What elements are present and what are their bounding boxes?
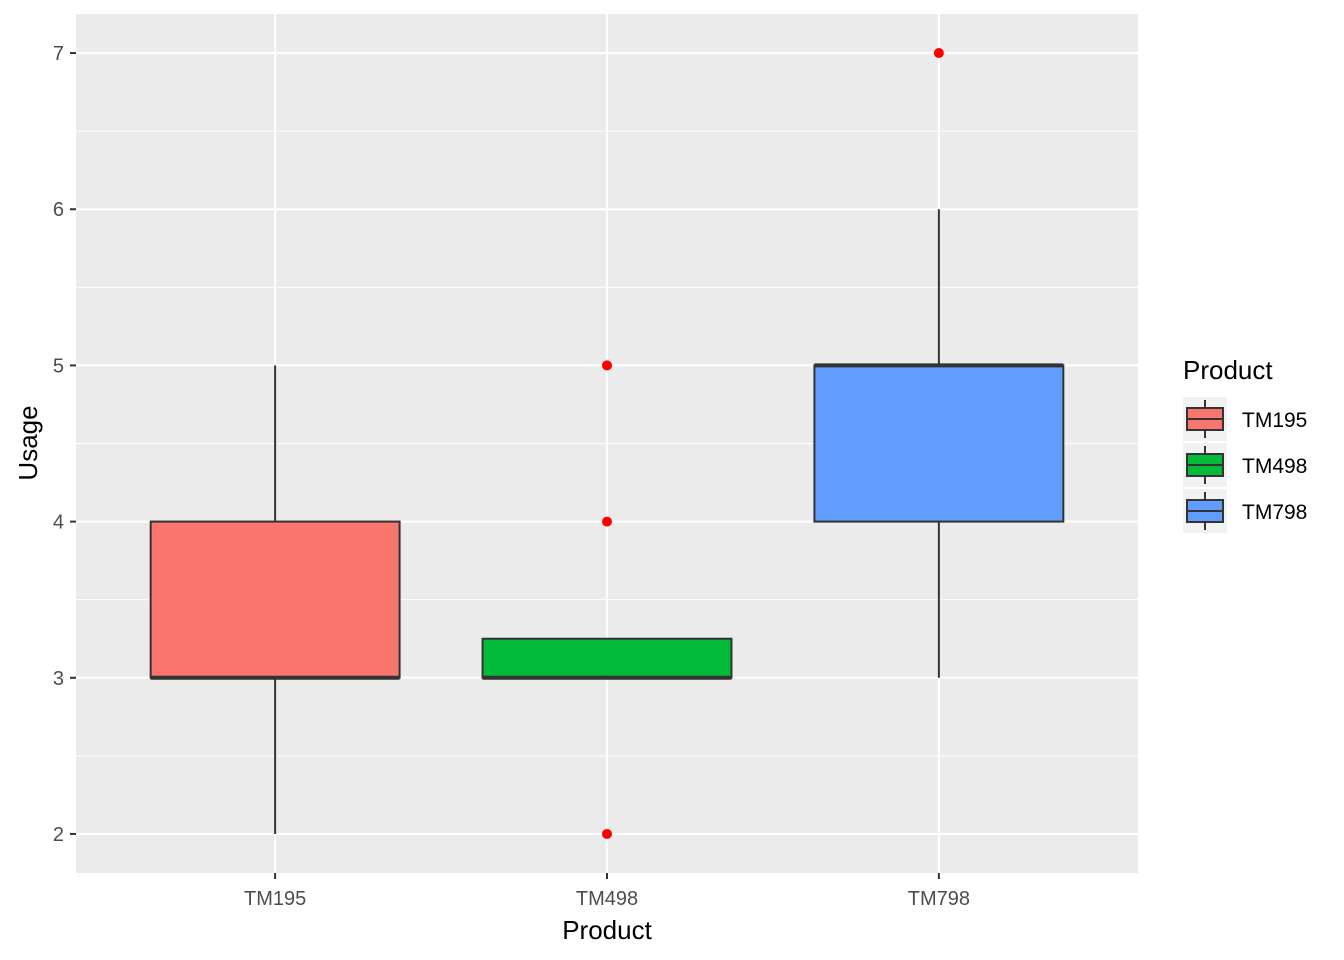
legend-label: TM498 [1242, 455, 1307, 478]
outlier-point [933, 48, 944, 59]
y-axis-title: Usage [13, 405, 43, 480]
y-tick-label: 4 [53, 512, 64, 534]
outlier-point [602, 516, 612, 527]
x-axis-title: Product [562, 915, 652, 945]
y-axis: 2 3 4 5 6 7 [53, 43, 76, 846]
legend-title: Product [1183, 355, 1273, 385]
y-tick-label: 5 [53, 355, 64, 377]
box-tm498 [481, 637, 733, 679]
outlier-point [602, 828, 612, 839]
x-axis: TM195 TM498 TM798 [244, 873, 970, 910]
box-tm195 [149, 520, 401, 679]
x-tick-label: TM498 [576, 888, 638, 910]
outlier-point [602, 360, 612, 371]
x-tick-label: TM798 [908, 888, 970, 910]
legend: Product TM195 TM498 TM798 [1183, 355, 1307, 533]
y-tick-label: 2 [53, 824, 64, 846]
legend-label: TM798 [1242, 501, 1307, 524]
x-tick-label: TM195 [244, 888, 306, 910]
y-tick-label: 6 [53, 199, 64, 221]
outlier-layer [602, 48, 944, 839]
box-tm798 [813, 364, 1065, 523]
box-layer [149, 209, 1065, 834]
legend-label: TM195 [1242, 409, 1307, 432]
y-tick-label: 7 [53, 43, 64, 65]
y-tick-label: 3 [53, 668, 64, 690]
